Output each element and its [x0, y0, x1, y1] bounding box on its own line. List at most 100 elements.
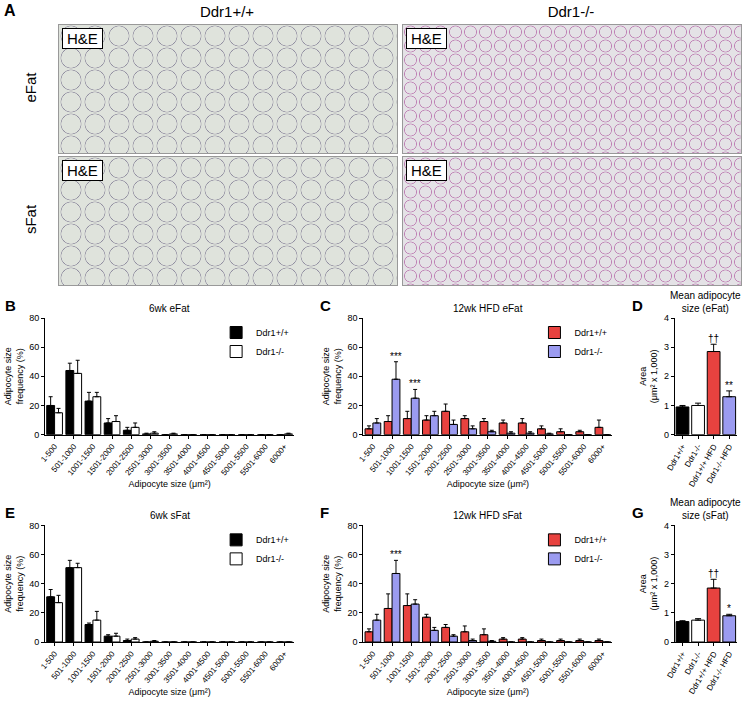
svg-text:80: 80 [29, 521, 39, 531]
svg-text:Ddr1+/+: Ddr1+/+ [256, 535, 289, 545]
svg-text:Ddr1-/-: Ddr1-/- [256, 347, 284, 357]
svg-text:2001-2500: 2001-2500 [104, 442, 136, 478]
svg-text:Area(μm² x 1,000): Area(μm² x 1,000) [638, 349, 660, 403]
svg-text:1501-2000: 1501-2000 [85, 442, 117, 478]
svg-text:5001-5500: 5001-5500 [538, 649, 570, 685]
svg-text:††: †† [708, 333, 719, 344]
svg-text:1001-1500: 1001-1500 [66, 442, 98, 478]
svg-text:Adipocyte size (μm²): Adipocyte size (μm²) [447, 687, 529, 697]
svg-text:Ddr1-/-: Ddr1-/- [683, 442, 703, 468]
svg-text:0: 0 [353, 430, 358, 440]
svg-text:Ddr1-/-: Ddr1-/- [574, 554, 602, 564]
svg-text:501-1000: 501-1000 [368, 649, 397, 681]
svg-text:20: 20 [29, 401, 39, 411]
svg-text:2501-3000: 2501-3000 [442, 649, 474, 685]
svg-text:1501-2000: 1501-2000 [403, 649, 435, 685]
svg-text:80: 80 [348, 521, 358, 531]
svg-text:Area(μm² x 1,000): Area(μm² x 1,000) [638, 557, 660, 611]
svg-text:Adipocyte sizefrequency (%): Adipocyte sizefrequency (%) [3, 347, 25, 405]
svg-text:501-1000: 501-1000 [368, 442, 397, 474]
svg-text:0: 0 [34, 430, 39, 440]
svg-text:F: F [320, 504, 329, 521]
svg-text:Ddr1+/+: Ddr1+/+ [256, 328, 289, 338]
svg-text:2001-2500: 2001-2500 [423, 442, 455, 478]
svg-text:80: 80 [29, 313, 39, 323]
svg-text:4001-4500: 4001-4500 [181, 442, 213, 478]
svg-text:0: 0 [664, 430, 669, 440]
svg-text:3501-4000: 3501-4000 [480, 649, 512, 685]
svg-text:Adipocyte size (μm²): Adipocyte size (μm²) [447, 479, 529, 489]
svg-text:4: 4 [664, 521, 669, 531]
svg-text:Mean adipocytesize (sFat): Mean adipocytesize (sFat) [670, 497, 741, 521]
svg-text:20: 20 [348, 401, 358, 411]
svg-text:4501-5000: 4501-5000 [200, 442, 232, 478]
svg-text:1501-2000: 1501-2000 [403, 442, 435, 478]
svg-text:3001-3500: 3001-3500 [143, 442, 175, 478]
svg-text:4501-5000: 4501-5000 [200, 649, 232, 685]
svg-text:5501-6000: 5501-6000 [238, 649, 270, 685]
svg-text:3001-3500: 3001-3500 [461, 649, 493, 685]
svg-text:0: 0 [34, 637, 39, 647]
svg-text:3501-4000: 3501-4000 [162, 649, 194, 685]
svg-text:G: G [632, 504, 644, 521]
svg-text:Ddr1+/+ HFD: Ddr1+/+ HFD [687, 443, 719, 489]
svg-text:20: 20 [29, 608, 39, 618]
svg-text:4: 4 [664, 313, 669, 323]
svg-text:5001-5500: 5001-5500 [219, 649, 251, 685]
svg-text:Ddr1+/+: Ddr1+/+ [574, 535, 607, 545]
svg-text:D: D [632, 297, 643, 314]
svg-text:0: 0 [353, 637, 358, 647]
svg-text:2501-3000: 2501-3000 [124, 649, 156, 685]
svg-text:Ddr1-/-: Ddr1-/- [256, 554, 284, 564]
svg-text:6wk eFat: 6wk eFat [149, 303, 190, 314]
svg-text:Adipocyte sizefrequency (%): Adipocyte sizefrequency (%) [321, 347, 343, 405]
svg-text:12wk HFD eFat: 12wk HFD eFat [453, 303, 523, 314]
svg-text:4001-4500: 4001-4500 [181, 649, 213, 685]
svg-text:4001-4500: 4001-4500 [499, 442, 531, 478]
svg-text:3501-4000: 3501-4000 [480, 442, 512, 478]
svg-text:6000+: 6000+ [586, 442, 608, 465]
svg-text:1001-1500: 1001-1500 [384, 442, 416, 478]
svg-text:3: 3 [664, 342, 669, 352]
svg-text:Ddr1+/+: Ddr1+/+ [665, 442, 687, 472]
svg-text:C: C [320, 297, 331, 314]
svg-text:***: *** [390, 549, 402, 560]
svg-text:***: *** [409, 378, 421, 389]
svg-text:1-500: 1-500 [39, 649, 59, 671]
svg-text:5501-6000: 5501-6000 [238, 442, 270, 478]
svg-text:2501-3000: 2501-3000 [442, 442, 474, 478]
svg-text:60: 60 [348, 342, 358, 352]
svg-text:2: 2 [664, 579, 669, 589]
svg-text:3001-3500: 3001-3500 [461, 442, 493, 478]
svg-text:2001-2500: 2001-2500 [104, 649, 136, 685]
svg-text:1-500: 1-500 [357, 649, 377, 671]
svg-text:60: 60 [29, 342, 39, 352]
svg-text:Adipocyte sizefrequency (%): Adipocyte sizefrequency (%) [321, 555, 343, 613]
svg-text:1-500: 1-500 [357, 442, 377, 464]
svg-text:B: B [5, 297, 16, 314]
svg-text:***: *** [390, 351, 402, 362]
svg-text:††: †† [708, 568, 719, 579]
svg-text:Ddr1+/+: Ddr1+/+ [574, 328, 607, 338]
svg-text:4001-4500: 4001-4500 [499, 649, 531, 685]
svg-text:60: 60 [29, 550, 39, 560]
svg-text:E: E [5, 504, 15, 521]
svg-text:Mean adipocytesize (eFat): Mean adipocytesize (eFat) [670, 290, 741, 314]
svg-text:Adipocyte size (μm²): Adipocyte size (μm²) [128, 479, 210, 489]
svg-text:40: 40 [348, 371, 358, 381]
svg-text:3001-3500: 3001-3500 [143, 649, 175, 685]
svg-text:501-1000: 501-1000 [50, 442, 79, 474]
svg-text:12wk HFD sFat: 12wk HFD sFat [453, 510, 522, 521]
svg-text:6wk sFat: 6wk sFat [150, 510, 190, 521]
svg-text:1001-1500: 1001-1500 [384, 649, 416, 685]
svg-text:4501-5000: 4501-5000 [518, 649, 550, 685]
svg-text:5001-5500: 5001-5500 [219, 442, 251, 478]
svg-text:2001-2500: 2001-2500 [423, 649, 455, 685]
svg-text:6000+: 6000+ [586, 649, 608, 672]
svg-text:1001-1500: 1001-1500 [66, 649, 98, 685]
svg-text:40: 40 [348, 579, 358, 589]
svg-text:1501-2000: 1501-2000 [85, 649, 117, 685]
svg-text:60: 60 [348, 550, 358, 560]
svg-text:6000+: 6000+ [268, 649, 290, 672]
svg-text:5501-6000: 5501-6000 [557, 649, 589, 685]
